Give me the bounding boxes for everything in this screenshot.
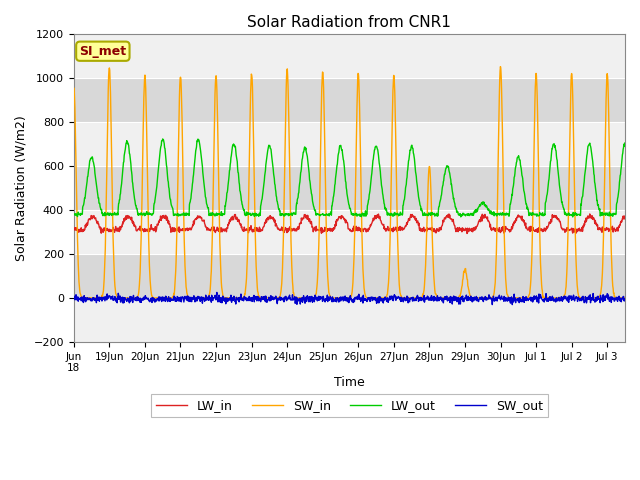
SW_in [280,241,287,247]
LW_in [586,211,594,217]
Line: SW_in: SW_in [74,67,625,298]
Bar [74,210,625,254]
LW_in [279,225,287,231]
SW_in [621,295,629,301]
Bar [74,298,625,342]
SW_out [229,298,237,303]
SW_in [180,200,188,206]
SW_in [79,295,86,301]
SW_out [621,298,629,304]
LW_in [169,229,177,235]
SW_out [213,289,221,295]
LW_in [179,228,187,233]
SW_out [280,295,287,301]
Legend: LW_in, SW_in, LW_out, SW_out: LW_in, SW_in, LW_out, SW_out [151,395,548,417]
SW_out [70,297,77,302]
SW_out [549,296,557,301]
Bar [74,122,625,166]
LW_in [487,225,495,231]
SW_in [70,85,77,91]
SW_in [497,64,504,70]
SW_in [487,295,495,301]
SW_out [169,297,177,302]
SW_in [549,295,557,301]
Line: SW_out: SW_out [74,292,625,305]
LW_out [229,143,237,149]
SW_out [487,296,495,302]
LW_in [70,226,77,232]
LW_in [463,230,471,236]
Bar [74,254,625,298]
Title: Solar Radiation from CNR1: Solar Radiation from CNR1 [248,15,451,30]
LW_in [621,216,629,222]
X-axis label: Time: Time [334,376,365,389]
Line: LW_in: LW_in [74,214,625,233]
Bar [74,78,625,122]
Text: SI_met: SI_met [79,45,127,58]
SW_out [508,302,516,308]
LW_in [229,217,237,223]
SW_out [179,295,187,300]
LW_out [548,146,556,152]
LW_in [548,212,556,217]
LW_out [170,208,177,214]
LW_out [70,212,77,217]
SW_in [170,295,177,301]
LW_out [159,136,166,142]
LW_out [569,214,577,220]
SW_in [229,295,237,301]
LW_out [621,140,629,146]
LW_out [180,210,188,216]
Y-axis label: Solar Radiation (W/m2): Solar Radiation (W/m2) [15,115,28,261]
LW_out [487,211,495,217]
Line: LW_out: LW_out [74,139,625,217]
Bar [74,166,625,210]
Bar [74,34,625,78]
LW_out [280,212,287,217]
